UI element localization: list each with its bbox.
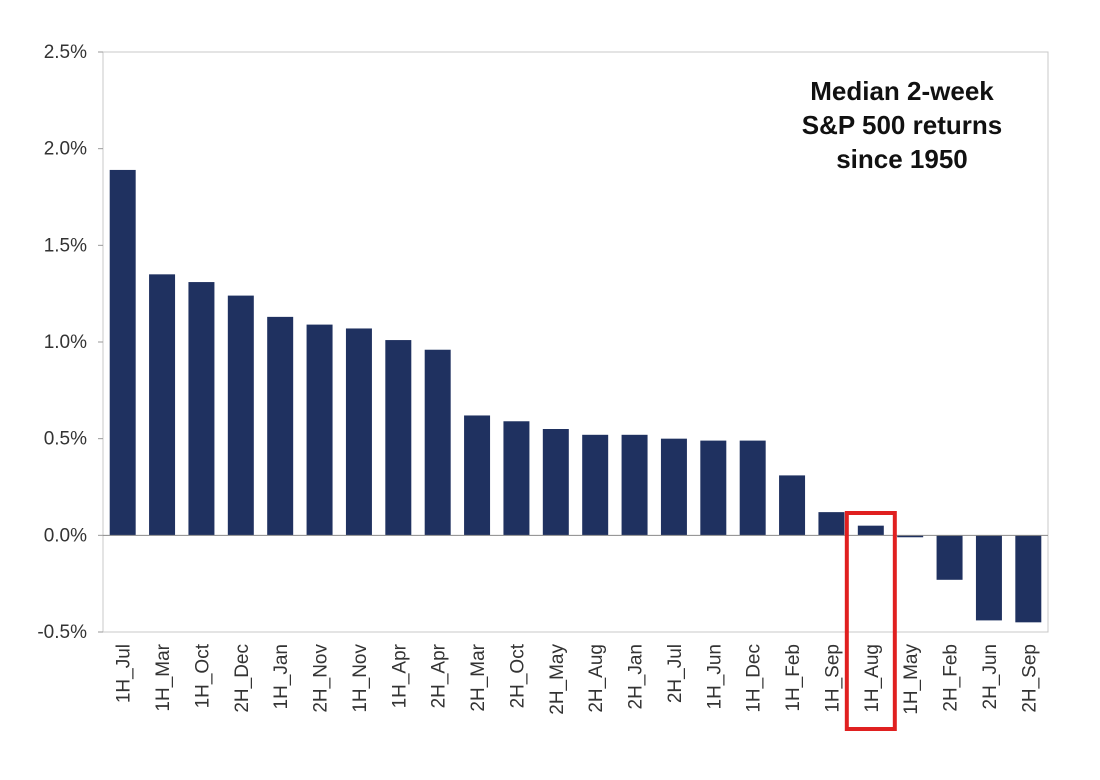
bar-1h-aug	[857, 525, 884, 536]
chart-title-line-1: Median 2-week	[810, 76, 994, 106]
bar-2h-oct	[503, 421, 530, 536]
x-tick-label: 1H_Aug	[862, 644, 883, 713]
x-tick-label: 2H_May	[547, 644, 568, 715]
bar-1h-mar	[149, 274, 176, 536]
x-tick-label: 1H_Mar	[153, 643, 174, 711]
x-tick-label: 2H_Nov	[311, 644, 332, 713]
bar-1h-oct	[188, 282, 215, 536]
x-tick-label: 2H_Mar	[468, 643, 489, 711]
bar-1h-sep	[818, 512, 845, 536]
chart-title-line-3: since 1950	[836, 144, 968, 174]
y-tick-label: 0.0%	[44, 525, 87, 546]
bar-2h-jun	[975, 535, 1002, 621]
x-tick-label: 1H_Feb	[783, 644, 804, 712]
bar-1h-jul	[109, 169, 136, 536]
bar-2h-sep	[1015, 535, 1042, 623]
x-tick-label: 2H_Aug	[586, 644, 607, 713]
bar-2h-nov	[306, 324, 333, 536]
bar-1h-nov	[345, 328, 372, 536]
x-tick-label: 1H_Jul	[114, 644, 135, 703]
x-tick-label: 1H_Apr	[389, 643, 410, 708]
x-tick-label: 2H_Jun	[980, 644, 1001, 710]
x-tick-label: 1H_May	[901, 644, 922, 715]
y-tick-label: 2.5%	[44, 42, 87, 63]
highlight-box	[844, 511, 897, 731]
bar-2h-dec	[227, 295, 254, 536]
x-tick-label: 1H_Oct	[192, 643, 213, 708]
x-tick-label: 1H_Nov	[350, 644, 371, 713]
bar-1h-apr	[385, 340, 412, 536]
x-tick-label: 2H_Jul	[665, 644, 686, 703]
x-tick-label: 1H_Sep	[822, 644, 843, 713]
x-tick-label: 1H_Jun	[704, 644, 725, 710]
chart-title: Median 2-week S&P 500 returns since 1950	[772, 74, 1032, 176]
bar-1h-jan	[267, 316, 294, 536]
chart-title-line-2: S&P 500 returns	[801, 110, 1003, 140]
bar-1h-may	[897, 535, 924, 538]
y-tick-label: 1.0%	[44, 332, 87, 353]
bar-1h-dec	[739, 440, 766, 536]
x-tick-label: 1H_Jan	[271, 644, 292, 710]
bar-1h-feb	[779, 475, 806, 536]
y-tick-label: -0.5%	[37, 622, 87, 643]
bar-1h-jun	[700, 440, 727, 536]
bar-2h-jan	[621, 434, 648, 536]
bar-2h-apr	[424, 349, 451, 536]
y-tick-label: 2.0%	[44, 139, 87, 160]
x-tick-label: 2H_Dec	[232, 644, 253, 713]
x-tick-label: 1H_Dec	[744, 644, 765, 713]
x-tick-label: 2H_Jan	[626, 644, 647, 710]
x-tick-label: 2H_Feb	[941, 644, 962, 712]
bar-2h-aug	[582, 434, 609, 536]
x-tick-label: 2H_Oct	[507, 643, 528, 708]
bar-2h-mar	[464, 415, 491, 536]
y-tick-label: 1.5%	[44, 235, 87, 256]
bar-2h-may	[542, 429, 569, 536]
bar-2h-jul	[660, 438, 687, 536]
x-tick-label: 2H_Sep	[1019, 644, 1040, 713]
x-tick-label: 2H_Apr	[429, 643, 450, 708]
y-tick-label: 0.5%	[44, 429, 87, 450]
bar-2h-feb	[936, 535, 963, 580]
